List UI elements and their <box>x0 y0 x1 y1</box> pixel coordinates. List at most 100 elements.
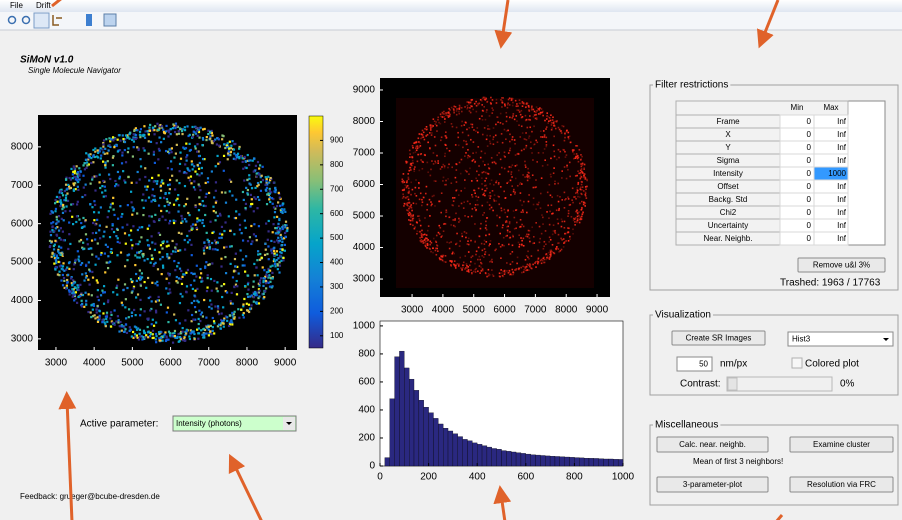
point <box>405 184 407 186</box>
point <box>225 246 227 248</box>
point <box>167 292 169 294</box>
point <box>73 165 75 167</box>
legend-icon[interactable] <box>104 14 116 26</box>
point <box>154 162 156 164</box>
point <box>529 266 531 268</box>
point <box>87 243 89 245</box>
point <box>429 244 431 246</box>
point <box>181 295 183 297</box>
menu-item[interactable]: File <box>10 1 23 10</box>
point <box>581 194 583 196</box>
point <box>235 217 237 219</box>
point <box>486 138 488 140</box>
point <box>49 213 51 215</box>
point <box>125 317 127 319</box>
point <box>532 264 534 266</box>
point <box>569 135 571 137</box>
point <box>180 278 182 280</box>
point <box>271 272 273 274</box>
point <box>455 144 457 146</box>
point <box>122 134 124 136</box>
point <box>418 146 420 148</box>
point <box>568 198 570 200</box>
point <box>458 194 460 196</box>
point <box>577 155 579 157</box>
point <box>148 196 150 198</box>
point <box>101 148 103 150</box>
point <box>124 149 126 151</box>
colorbar-icon[interactable] <box>86 14 92 26</box>
point <box>72 223 74 225</box>
point <box>523 245 525 247</box>
point <box>482 194 484 196</box>
point <box>465 237 467 239</box>
pan-icon[interactable] <box>34 13 49 28</box>
point <box>429 215 431 217</box>
bar <box>506 451 511 466</box>
point <box>58 246 60 248</box>
point <box>477 270 479 272</box>
point <box>504 197 506 199</box>
point <box>419 237 421 239</box>
point <box>158 218 160 220</box>
point <box>213 322 215 324</box>
point <box>459 107 461 109</box>
point <box>155 310 157 312</box>
menu-item[interactable]: Drift <box>36 1 51 10</box>
contrast-slider[interactable] <box>727 377 832 391</box>
point <box>509 221 511 223</box>
point <box>457 132 459 134</box>
point <box>504 168 506 170</box>
point <box>110 326 112 328</box>
point <box>531 131 533 133</box>
point <box>100 147 102 149</box>
point <box>54 240 56 242</box>
x-tick-label: 4000 <box>432 305 455 316</box>
point <box>56 218 58 220</box>
point <box>231 323 233 325</box>
colored-checkbox[interactable] <box>792 358 802 368</box>
point <box>436 155 438 157</box>
colorbar-tick-label: 300 <box>330 282 344 291</box>
point <box>169 202 171 204</box>
point <box>580 154 582 156</box>
point <box>174 251 176 253</box>
point <box>145 334 147 336</box>
point <box>135 296 137 298</box>
point <box>72 296 74 298</box>
point <box>173 204 175 206</box>
point <box>265 190 267 192</box>
point <box>557 218 559 220</box>
point <box>139 256 141 258</box>
point <box>192 223 194 225</box>
slider-thumb[interactable] <box>728 378 737 390</box>
point <box>547 122 549 124</box>
point <box>539 242 541 244</box>
point <box>128 138 130 140</box>
point <box>495 135 497 137</box>
point <box>454 226 456 228</box>
point <box>469 203 471 205</box>
point <box>571 199 573 201</box>
bar <box>613 459 618 466</box>
point <box>122 289 124 291</box>
point <box>511 117 513 119</box>
point <box>567 169 569 171</box>
point <box>82 164 84 166</box>
point <box>525 115 527 117</box>
point <box>63 277 65 279</box>
point <box>136 256 138 258</box>
point <box>77 201 79 203</box>
point <box>54 244 56 246</box>
point <box>461 159 463 161</box>
point <box>187 177 189 179</box>
point <box>217 215 219 217</box>
point <box>238 156 240 158</box>
point <box>182 273 184 275</box>
bar <box>550 456 555 466</box>
point <box>429 132 431 134</box>
point <box>208 241 210 243</box>
point <box>260 190 262 192</box>
point <box>184 163 186 165</box>
point <box>424 234 426 236</box>
